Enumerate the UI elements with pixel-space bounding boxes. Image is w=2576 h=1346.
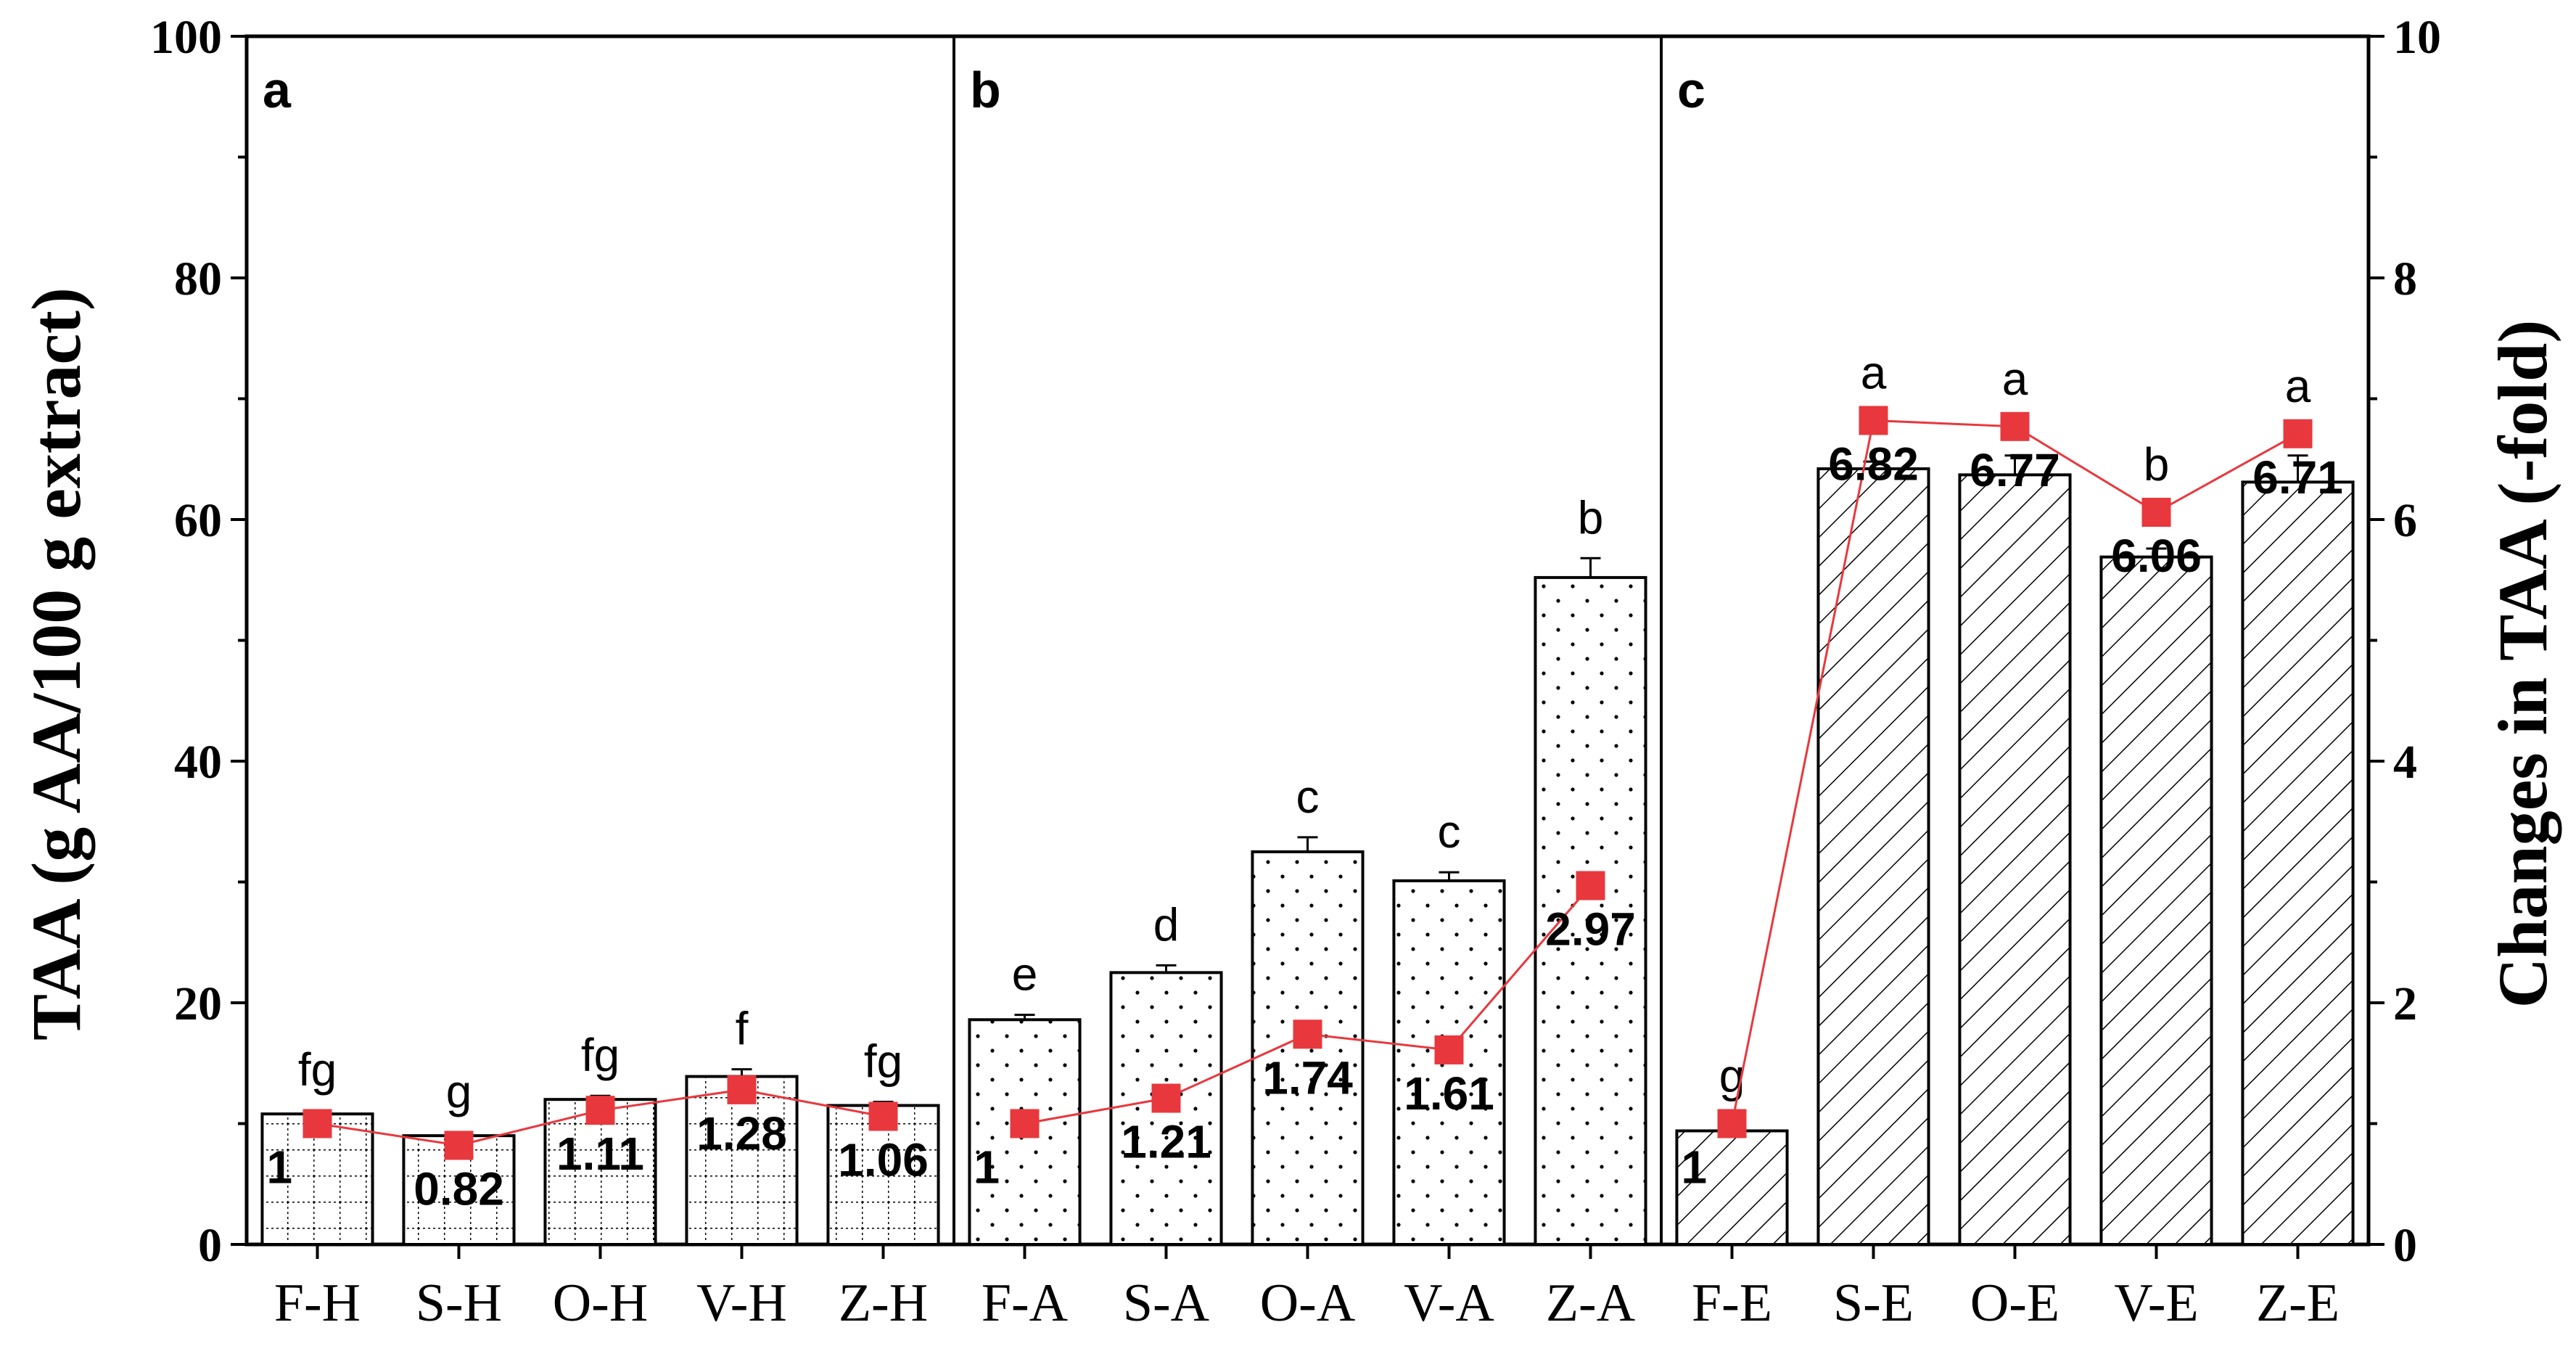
y2-tick-label: 4 — [2393, 736, 2417, 789]
fold-label-V-E: 6.06 — [2111, 530, 2202, 582]
sig-letter-V-E: b — [2144, 438, 2170, 491]
sig-letter-S-H: g — [446, 1065, 472, 1117]
sig-letter-O-E: a — [2002, 353, 2028, 405]
x-tick-label-O-E: O-E — [1970, 1273, 2059, 1333]
fold-marker-Z-A — [1576, 871, 1605, 900]
y2-tick-label: 8 — [2393, 253, 2417, 305]
x-tick-label-V-H: V-H — [696, 1273, 787, 1333]
y2-tick-label: 10 — [2393, 11, 2441, 64]
fold-marker-S-A — [1151, 1083, 1181, 1113]
y-tick-label: 80 — [174, 253, 222, 305]
fold-label-S-A: 1.21 — [1121, 1116, 1211, 1168]
fold-marker-O-H — [585, 1096, 615, 1125]
y-axis-title: TAA (g AA/100 g extract) — [17, 287, 95, 1041]
x-tick-label-V-E: V-E — [2114, 1273, 2199, 1333]
fold-label-F-H: 1 — [266, 1141, 292, 1194]
y2-tick-label: 0 — [2393, 1219, 2417, 1272]
x-tick-label-Z-E: Z-E — [2256, 1273, 2340, 1333]
fold-label-Z-E: 6.71 — [2252, 451, 2343, 504]
fold-marker-F-A — [1010, 1109, 1040, 1138]
fold-label-V-A: 1.61 — [1404, 1067, 1494, 1120]
fold-label-F-E: 1 — [1681, 1141, 1707, 1194]
bar-S-E — [1816, 467, 1930, 1247]
fold-marker-V-E — [2141, 498, 2171, 528]
fold-label-F-A: 1 — [974, 1141, 1000, 1194]
y-tick-label: 40 — [174, 736, 222, 789]
y-tick-label: 20 — [174, 977, 222, 1030]
fold-marker-Z-E — [2283, 419, 2313, 448]
sig-letter-V-H: f — [736, 1003, 749, 1055]
fold-marker-O-A — [1293, 1019, 1322, 1049]
x-tick-label-F-H: F-H — [274, 1273, 361, 1333]
fold-marker-S-H — [444, 1130, 474, 1160]
fold-marker-Z-H — [868, 1101, 898, 1131]
y2-tick-label: 6 — [2393, 494, 2417, 547]
x-tick-label-S-H: S-H — [416, 1273, 502, 1333]
x-tick-label-S-E: S-E — [1833, 1273, 1914, 1333]
sig-letter-Z-A: b — [1578, 491, 1604, 543]
sig-letter-Z-H: fg — [864, 1035, 902, 1088]
sig-letter-Z-E: a — [2285, 360, 2311, 412]
x-tick-label-S-A: S-A — [1123, 1273, 1209, 1333]
x-tick-label-O-A: O-A — [1260, 1273, 1356, 1333]
y-tick-label: 100 — [150, 11, 222, 64]
fold-label-O-A: 1.74 — [1262, 1051, 1353, 1104]
y-tick-label: 0 — [198, 1219, 222, 1272]
y2-tick-label: 2 — [2393, 977, 2417, 1030]
fold-marker-V-A — [1434, 1035, 1464, 1064]
sig-letter-O-H: fg — [581, 1029, 620, 1081]
fold-label-Z-A: 2.97 — [1545, 903, 1636, 955]
sig-letter-V-A: c — [1438, 805, 1461, 858]
x-tick-label-O-H: O-H — [553, 1273, 649, 1333]
sig-letter-F-A: e — [1012, 948, 1038, 1001]
sig-letter-S-E: a — [1861, 346, 1887, 398]
x-tick-label-F-A: F-A — [982, 1273, 1068, 1333]
sig-letter-O-A: c — [1296, 771, 1320, 823]
fold-label-V-H: 1.28 — [696, 1107, 787, 1160]
x-tick-label-Z-A: Z-A — [1546, 1273, 1635, 1333]
fold-marker-O-E — [2000, 411, 2030, 441]
sig-letter-F-H: fg — [298, 1043, 337, 1096]
panel-label-b: b — [970, 62, 1001, 118]
fold-marker-S-E — [1859, 406, 1888, 435]
sig-letter-S-A: d — [1153, 898, 1180, 951]
bar-O-E — [1958, 473, 2072, 1246]
bar-Z-E — [2241, 480, 2355, 1246]
y-tick-label: 60 — [174, 494, 222, 547]
fold-label-O-E: 6.77 — [1970, 444, 2060, 496]
bar-Z-A — [1534, 575, 1647, 1246]
fold-label-S-E: 6.82 — [1828, 438, 1919, 490]
x-tick-label-V-A: V-A — [1404, 1273, 1494, 1333]
fold-label-Z-H: 1.06 — [838, 1134, 929, 1186]
bar-F-E — [1675, 1129, 1789, 1246]
fold-marker-V-H — [727, 1075, 757, 1104]
x-tick-label-F-E: F-E — [1692, 1273, 1772, 1333]
panel-label-c: c — [1677, 62, 1705, 118]
panel-label-a: a — [263, 62, 292, 118]
fold-label-O-H: 1.11 — [556, 1128, 644, 1180]
fold-label-S-H: 0.82 — [413, 1162, 504, 1215]
bar-V-E — [2099, 555, 2213, 1246]
y2-axis-title: Changes in TAA (-fold) — [2484, 320, 2561, 1009]
fold-marker-F-H — [303, 1109, 332, 1138]
fold-marker-F-E — [1717, 1109, 1747, 1138]
x-tick-label-Z-H: Z-H — [839, 1273, 928, 1333]
